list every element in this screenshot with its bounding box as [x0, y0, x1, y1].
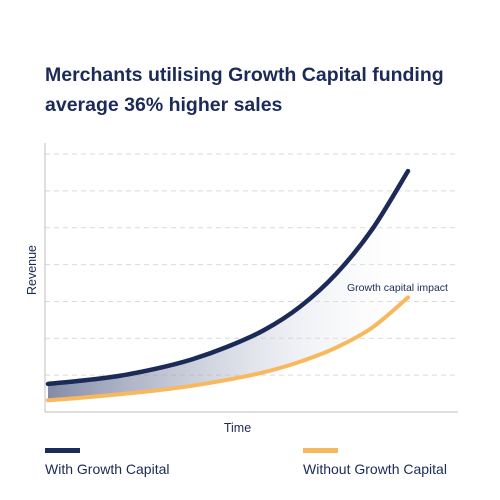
- chart-title-line-1: Merchants utilising Growth Capital fundi…: [45, 64, 444, 86]
- y-axis-label: Revenue: [25, 245, 39, 295]
- chart-title: Merchants utilising Growth Capital fundi…: [45, 60, 475, 120]
- series-line-with-growth-capital: [45, 168, 411, 387]
- series-line-without-growth-capital: [46, 295, 410, 403]
- x-axis-label: Time: [224, 421, 251, 435]
- chart-title-line-2: average 36% higher sales: [45, 94, 283, 116]
- legend-swatch-without-growth-capital: [303, 448, 338, 453]
- legend-label-without-growth-capital: Without Growth Capital: [303, 461, 447, 477]
- legend-swatch-with-growth-capital: [45, 448, 80, 453]
- growth-capital-impact-annotation: Growth capital impact: [347, 282, 448, 294]
- legend-label-with-growth-capital: With Growth Capital: [45, 461, 170, 477]
- growth-capital-impact-area: [48, 171, 408, 401]
